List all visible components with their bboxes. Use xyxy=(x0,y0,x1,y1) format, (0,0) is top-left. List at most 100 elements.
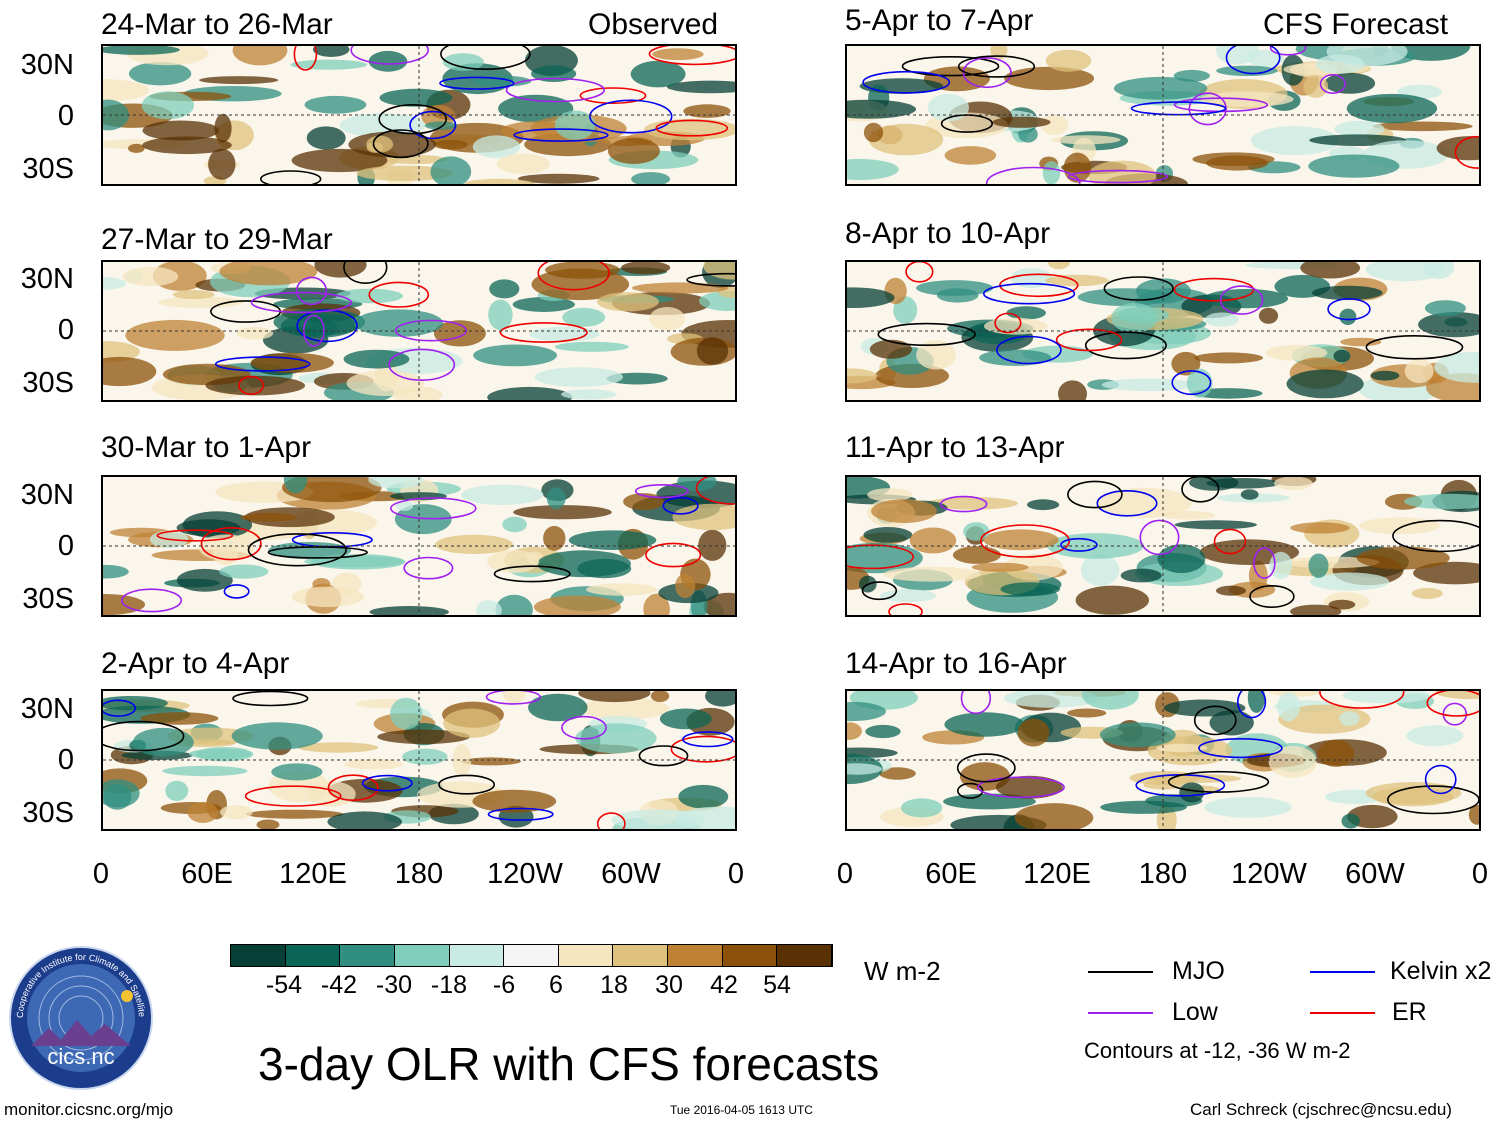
olr-anomaly-blob xyxy=(165,780,189,801)
lon-label: 0 xyxy=(92,858,110,890)
wave-contour xyxy=(1213,528,1247,555)
colorbar-swatch xyxy=(340,945,395,966)
olr-anomaly-blob xyxy=(512,297,575,312)
olr-anomaly-blob xyxy=(1174,520,1257,530)
olr-anomaly-blob xyxy=(390,697,423,730)
olr-anomaly-blob xyxy=(495,594,533,615)
olr-anomaly-blob xyxy=(1340,337,1382,347)
colorbar-tick-label: 42 xyxy=(710,971,738,999)
olr-anomaly-blob xyxy=(314,262,367,278)
olr-anomaly-blob xyxy=(306,126,346,150)
olr-anomaly-blob xyxy=(1101,378,1197,392)
olr-anomaly-blob xyxy=(1265,344,1328,361)
olr-anomaly-blob xyxy=(1204,312,1239,327)
olr-anomaly-blob xyxy=(103,277,127,290)
olr-anomaly-blob xyxy=(379,88,453,107)
olr-anomaly-blob xyxy=(304,555,404,568)
colorbar-tick-label: -42 xyxy=(320,971,358,999)
olr-anomaly-blob xyxy=(502,691,526,704)
colorbar-units: W m-2 xyxy=(864,956,941,986)
olr-anomaly-blob xyxy=(984,317,1048,335)
olr-map-panel xyxy=(845,44,1481,186)
wave-contour xyxy=(260,170,322,184)
olr-anomaly-blob xyxy=(488,299,513,331)
wave-contour xyxy=(505,77,605,103)
olr-anomaly-blob xyxy=(1027,499,1060,511)
colorbar-tick-label: 6 xyxy=(549,971,563,999)
wave-contour xyxy=(1269,46,1307,56)
olr-anomaly-blob xyxy=(354,309,444,337)
legend-line-kelvin xyxy=(1310,971,1375,973)
olr-map-panel xyxy=(845,260,1481,402)
olr-anomaly-blob xyxy=(1258,307,1279,324)
olr-anomaly-blob xyxy=(271,763,323,781)
colorbar-swatch xyxy=(231,945,286,966)
lat-label: 30N xyxy=(20,693,74,725)
olr-anomaly-blob xyxy=(1339,308,1357,325)
olr-anomaly-blob xyxy=(245,809,344,819)
wave-contour xyxy=(361,774,413,792)
olr-anomaly-blob xyxy=(650,691,670,702)
olr-anomaly-blob xyxy=(879,589,937,603)
panel-title: 14-Apr to 16-Apr xyxy=(845,647,1067,680)
olr-anomaly-blob xyxy=(963,522,990,541)
olr-anomaly-blob xyxy=(176,568,233,592)
olr-anomaly-blob xyxy=(1274,477,1313,491)
wave-contour xyxy=(940,114,994,133)
olr-anomaly-blob xyxy=(473,75,532,87)
olr-anomaly-blob xyxy=(461,484,544,505)
wave-contour xyxy=(1139,519,1180,556)
olr-anomaly-blob xyxy=(1095,487,1192,519)
wave-contour xyxy=(440,46,531,70)
olr-anomaly-blob xyxy=(865,724,901,739)
olr-anomaly-blob xyxy=(1424,300,1466,317)
olr-anomaly-blob xyxy=(1468,804,1479,825)
olr-anomaly-blob xyxy=(847,368,878,384)
olr-anomaly-blob xyxy=(705,691,735,707)
wave-contour xyxy=(223,584,250,599)
olr-anomaly-blob xyxy=(983,529,1059,551)
lat-label: 30S xyxy=(22,153,74,185)
olr-anomaly-blob xyxy=(554,341,629,352)
olr-anomaly-blob xyxy=(212,544,238,566)
olr-anomaly-blob xyxy=(1372,121,1473,132)
olr-anomaly-blob xyxy=(847,158,899,181)
wave-contour xyxy=(561,715,607,740)
wave-contour xyxy=(485,691,541,705)
olr-anomaly-blob xyxy=(452,744,472,776)
legend-line-mjo xyxy=(1088,971,1153,973)
olr-anomaly-blob xyxy=(531,65,577,82)
wave-contour xyxy=(670,735,735,763)
olr-anomaly-blob xyxy=(528,693,588,722)
olr-anomaly-blob xyxy=(696,337,729,365)
wave-contour xyxy=(388,348,456,382)
olr-anomaly-blob xyxy=(1356,546,1450,570)
olr-anomaly-blob xyxy=(1283,556,1380,569)
lat-label: 0 xyxy=(57,530,74,562)
wave-contour xyxy=(1424,764,1457,795)
colorbar-tick-label: -6 xyxy=(492,971,516,999)
olr-anomaly-blob xyxy=(219,564,269,579)
panel-title: 11-Apr to 13-Apr xyxy=(845,431,1065,464)
lon-label: 120E xyxy=(1023,858,1091,890)
wave-contour xyxy=(1198,737,1283,759)
olr-anomaly-blob xyxy=(621,262,671,275)
wave-contour xyxy=(1181,477,1220,503)
wave-contour xyxy=(1067,480,1123,509)
olr-anomaly-blob xyxy=(1006,306,1046,320)
olr-anomaly-blob xyxy=(1206,478,1280,489)
olr-map-panel xyxy=(101,260,737,402)
olr-anomaly-blob xyxy=(443,708,501,738)
olr-anomaly-blob xyxy=(1067,708,1107,718)
olr-anomaly-blob xyxy=(659,708,712,730)
olr-anomaly-blob xyxy=(199,76,279,85)
olr-anomaly-blob xyxy=(995,775,1063,799)
wave-contour xyxy=(250,291,353,314)
olr-anomaly-blob xyxy=(327,811,402,829)
legend-label: Kelvin x2 xyxy=(1390,957,1492,985)
olr-anomaly-blob xyxy=(1194,352,1263,364)
panel-title: 2-Apr to 4-Apr xyxy=(101,647,290,680)
olr-anomaly-blob xyxy=(529,326,600,342)
olr-anomaly-blob xyxy=(1404,493,1479,510)
olr-anomaly-blob xyxy=(1113,76,1208,100)
